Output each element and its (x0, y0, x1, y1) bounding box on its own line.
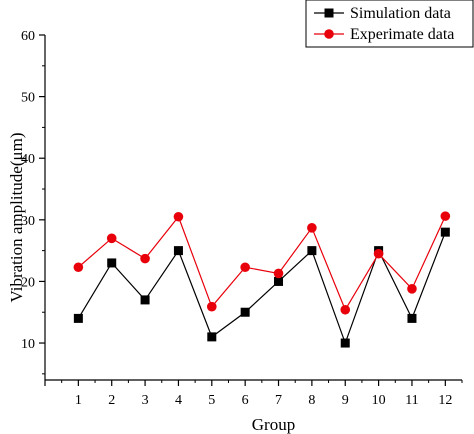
y-tick-label: 30 (21, 214, 35, 229)
y-ticks: 10 20 30 40 50 60 (21, 29, 45, 375)
y-tick-label: 50 (21, 91, 35, 106)
legend-item: Experimate data (314, 26, 454, 43)
x-tick-label: 4 (175, 393, 182, 408)
data-point-square (73, 313, 83, 323)
legend-item: Simulation data (314, 5, 451, 22)
data-point-square (307, 246, 317, 256)
x-tick-label: 5 (208, 393, 215, 408)
data-point-circle (340, 304, 351, 315)
data-point-square (207, 332, 217, 342)
data-point-square (140, 295, 150, 305)
x-tick-label: 6 (242, 393, 249, 408)
y-tick-label: 10 (21, 337, 35, 352)
x-tick-label: 2 (108, 393, 115, 408)
data-point-circle (273, 268, 284, 279)
legend-marker-square (324, 8, 334, 18)
x-tick-label: 9 (342, 393, 349, 408)
series-line (77, 215, 446, 312)
data-point-square (340, 338, 350, 348)
data-point-circle (73, 262, 84, 273)
legend-label: Simulation data (350, 5, 451, 22)
data-point-square (274, 276, 284, 286)
x-tick-label: 11 (405, 393, 418, 408)
legend-items: Simulation data Experimate data (314, 5, 454, 43)
data-point-circle (373, 248, 384, 259)
x-tick-label: 7 (275, 393, 282, 408)
series-experiment (73, 211, 451, 315)
data-point-square (173, 246, 183, 256)
y-tick-label: 60 (21, 29, 35, 44)
legend-marker-circle (324, 29, 334, 39)
axes (44, 35, 462, 381)
data-point-circle (440, 211, 451, 221)
data-point-circle (407, 284, 417, 294)
data-point-circle (140, 253, 150, 264)
x-tick-label: 8 (308, 393, 315, 408)
legend-label: Experimate data (350, 26, 454, 43)
data-point-square (107, 258, 117, 268)
series-line (77, 231, 446, 345)
series-layer (73, 211, 451, 348)
legend: Simulation data Experimate data (305, 0, 474, 48)
x-ticks: 1 2 3 4 5 6 7 8 9 10 11 12 (44, 380, 463, 408)
data-point-square (407, 313, 417, 323)
data-point-circle (307, 223, 317, 233)
data-point-circle (106, 233, 117, 244)
x-tick-label: 12 (438, 393, 452, 408)
data-point-circle (240, 262, 250, 273)
data-point-circle (207, 301, 217, 312)
x-axis-title: Group (252, 415, 295, 434)
x-tick-label: 3 (142, 393, 149, 408)
x-tick-label: 1 (75, 393, 82, 408)
y-tick-label: 20 (21, 275, 35, 290)
x-tick-label: 10 (372, 393, 386, 408)
data-point-circle (173, 211, 184, 222)
data-point-square (240, 307, 250, 317)
y-tick-label: 40 (21, 152, 35, 167)
data-point-square (440, 227, 450, 237)
y-axis-title: Vibration amplitude(μm) (7, 132, 26, 302)
series-simulation (73, 227, 450, 348)
legend-box (305, 0, 474, 48)
